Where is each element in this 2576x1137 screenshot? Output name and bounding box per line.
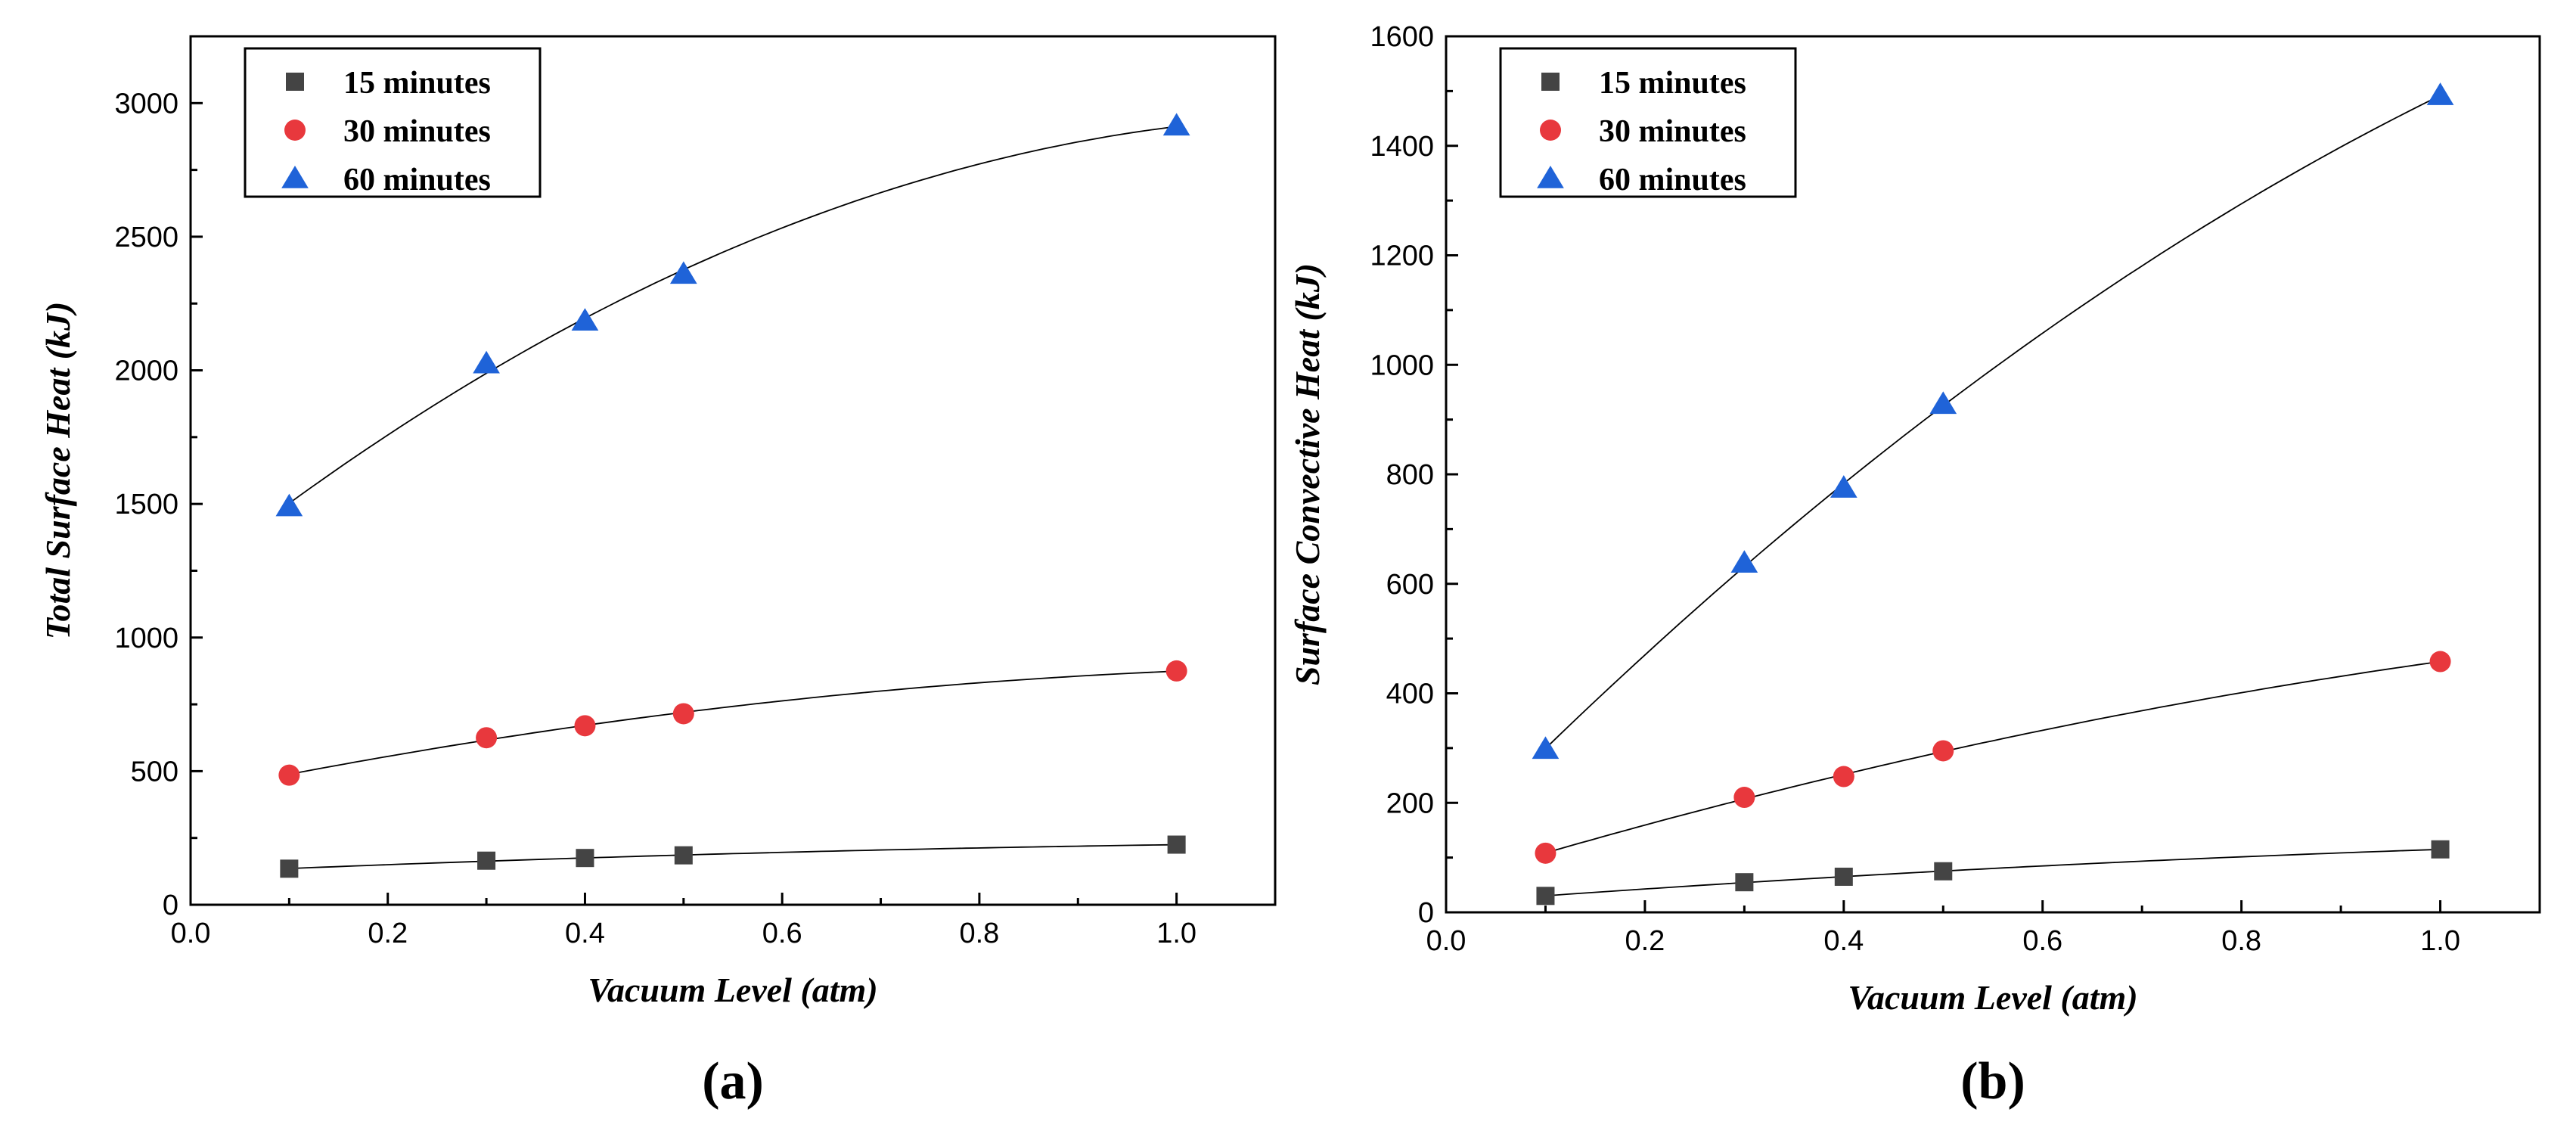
legend-marker [1541, 73, 1560, 91]
data-point-30-minutes [1733, 787, 1755, 809]
plot-frame [189, 35, 1277, 906]
x-tick-label: 0.8 [959, 918, 999, 949]
legend-label: 60 minutes [343, 163, 491, 197]
data-point-15-minutes [674, 846, 693, 865]
fit-line-30-minutes [289, 670, 1177, 775]
legend-label: 60 minutes [1599, 163, 1746, 197]
data-point-30-minutes [1932, 740, 1954, 762]
legend-label: 30 minutes [1599, 114, 1746, 149]
data-point-30-minutes [278, 764, 300, 786]
y-tick-label: 1200 [1370, 241, 1434, 272]
legend-marker [284, 120, 306, 141]
x-axis-title: Vacuum Level (atm) [588, 971, 877, 1009]
fit-line-15-minutes [289, 843, 1177, 869]
panel-label: (a) [702, 1052, 764, 1111]
y-tick-label: 1500 [114, 489, 178, 520]
y-tick-label: 500 [131, 756, 178, 788]
y-tick-label: 1000 [114, 623, 178, 654]
panel-label: (b) [1960, 1052, 2025, 1111]
x-tick-label: 0.2 [368, 918, 408, 949]
x-tick-label: 0.0 [171, 918, 211, 949]
data-point-15-minutes [1167, 835, 1186, 854]
y-axis-title: Surface Convective Heat (kJ) [1288, 263, 1327, 685]
data-point-15-minutes [576, 849, 594, 868]
y-tick-label: 1600 [1370, 21, 1434, 53]
y-tick-label: 0 [1418, 897, 1434, 929]
data-point-30-minutes [1535, 842, 1556, 864]
y-tick-label: 1000 [1370, 349, 1434, 381]
data-point-30-minutes [672, 703, 694, 725]
x-tick-label: 0.0 [1426, 925, 1466, 957]
data-point-60-minutes [571, 308, 599, 331]
data-point-15-minutes [1934, 862, 1953, 881]
fit-line-60-minutes [1544, 95, 2441, 750]
legend-marker [286, 73, 304, 91]
x-tick-label: 0.2 [1625, 925, 1665, 957]
x-axis-title: Vacuum Level (atm) [1848, 978, 2137, 1017]
data-point-60-minutes [1162, 113, 1190, 136]
data-point-30-minutes [1165, 660, 1187, 682]
data-point-60-minutes [1730, 550, 1758, 573]
x-tick-label: 0.4 [565, 918, 605, 949]
legend-label: 30 minutes [343, 114, 491, 149]
data-point-15-minutes [2431, 840, 2450, 859]
y-tick-label: 0 [163, 890, 178, 921]
y-tick-label: 600 [1386, 569, 1434, 601]
data-point-60-minutes [1830, 475, 1858, 498]
x-tick-label: 0.4 [1823, 925, 1864, 957]
data-point-30-minutes [1833, 766, 1854, 788]
x-tick-label: 0.8 [2221, 925, 2261, 957]
fit-line-30-minutes [1545, 660, 2441, 854]
data-point-30-minutes [476, 727, 498, 749]
legend-marker [281, 166, 309, 188]
y-tick-label: 1400 [1370, 131, 1434, 163]
x-tick-label: 0.6 [762, 918, 802, 949]
fit-line-15-minutes [1545, 848, 2441, 896]
x-tick-label: 1.0 [2420, 925, 2460, 957]
data-point-30-minutes [2429, 651, 2451, 673]
data-point-15-minutes [1735, 873, 1754, 892]
data-point-60-minutes [473, 350, 500, 374]
legend-marker [1537, 166, 1564, 188]
data-point-60-minutes [275, 493, 303, 517]
legend-label: 15 minutes [1599, 66, 1746, 101]
y-axis-title: Total Surface Heat (kJ) [39, 302, 77, 640]
data-point-60-minutes [669, 261, 697, 284]
legend-marker [1540, 120, 1561, 141]
chart-a: 0.0 0.2 0.4 0.6 0.8 1.0 0 500 1000 1500 2000 2500 30… [39, 35, 1277, 1111]
y-tick-label: 2000 [114, 356, 178, 387]
fit-line-60-minutes [288, 126, 1177, 505]
y-tick-label: 3000 [114, 88, 178, 120]
y-tick-label: 800 [1386, 459, 1434, 491]
y-tick-label: 200 [1386, 788, 1434, 819]
data-point-30-minutes [574, 715, 596, 737]
legend-label: 15 minutes [343, 66, 491, 101]
data-point-15-minutes [1536, 887, 1555, 906]
y-tick-label: 400 [1386, 679, 1434, 710]
data-point-15-minutes [280, 859, 299, 878]
chart-b: 0.0 0.2 0.4 0.6 0.8 1.0 0 200 400 600 800 1000 1200 1… [1288, 21, 2541, 1111]
data-point-60-minutes [2426, 82, 2454, 105]
y-tick-label: 2500 [114, 222, 178, 253]
data-point-15-minutes [477, 851, 496, 870]
data-point-15-minutes [1834, 867, 1853, 886]
data-point-60-minutes [1929, 391, 1957, 415]
x-tick-label: 0.6 [2022, 925, 2062, 957]
data-point-60-minutes [1532, 736, 1560, 760]
x-tick-label: 1.0 [1156, 918, 1196, 949]
